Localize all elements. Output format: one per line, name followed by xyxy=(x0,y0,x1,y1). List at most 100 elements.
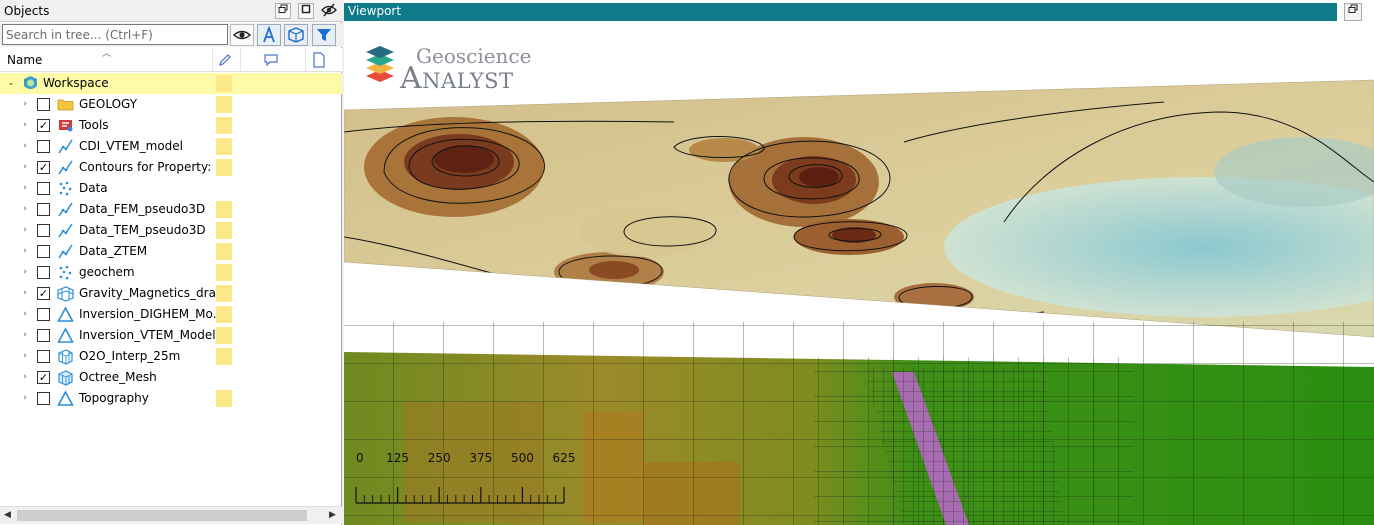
visibility-checkbox[interactable] xyxy=(37,245,50,258)
expand-chevron-icon[interactable]: › xyxy=(23,141,27,151)
expand-chevron-icon[interactable]: › xyxy=(23,204,27,214)
document-icon[interactable] xyxy=(311,52,327,68)
expand-chevron-icon[interactable]: › xyxy=(23,99,27,109)
visibility-checkbox[interactable]: ✓ xyxy=(37,161,50,174)
color-swatch[interactable] xyxy=(216,264,232,281)
viewport-panel: Viewport xyxy=(344,0,1374,525)
tree-row[interactable]: › CDI_VTEM_model xyxy=(0,136,342,157)
column-separator[interactable] xyxy=(240,48,241,72)
scale-bar-label: 625 xyxy=(553,451,576,465)
column-separator[interactable] xyxy=(212,48,213,72)
scroll-left-icon[interactable]: ◀ xyxy=(4,510,11,520)
tree-search-input[interactable] xyxy=(2,24,228,45)
type-filter-button[interactable] xyxy=(284,24,308,46)
scrollbar-thumb[interactable] xyxy=(17,510,307,521)
color-swatch[interactable] xyxy=(216,285,232,302)
surface-outline xyxy=(344,79,1374,338)
visibility-checkbox[interactable] xyxy=(37,350,50,363)
hide-panel-button[interactable] xyxy=(321,3,337,19)
tree-row[interactable]: › Data_ZTEM xyxy=(0,241,342,262)
maximize-panel-button[interactable] xyxy=(298,3,314,19)
points-icon xyxy=(57,180,74,197)
expand-chevron-icon[interactable]: › xyxy=(23,267,27,277)
scene-canvas[interactable]: 0 125 250 375 500 625 xyxy=(344,22,1374,525)
tree-row[interactable]: › Data_FEM_pseudo3D xyxy=(0,199,342,220)
object-tree: ⌄ Workspace › GEOLOGY › ✓ Tools › CDI_VTEM_model… xyxy=(0,73,342,409)
color-swatch[interactable] xyxy=(216,138,232,155)
horizontal-scrollbar[interactable]: ◀ ▶ xyxy=(0,506,342,524)
tree-row[interactable]: › Inversion_DIGHEM_Mo... xyxy=(0,304,342,325)
tree-item-label: CDI_VTEM_model xyxy=(79,139,183,153)
visibility-checkbox[interactable] xyxy=(37,98,50,111)
tree-row[interactable]: › ✓ Contours for Property: ... xyxy=(0,157,342,178)
conductor-cells xyxy=(892,372,969,525)
objects-panel: Objects xyxy=(0,0,342,525)
tree-row[interactable]: › ✓ Gravity_Magnetics_dra... xyxy=(0,283,342,304)
tree-item-label: Data_ZTEM xyxy=(79,244,148,258)
color-swatch[interactable] xyxy=(216,159,232,176)
expand-chevron-icon[interactable]: › xyxy=(23,225,27,235)
visibility-checkbox[interactable] xyxy=(37,203,50,216)
expand-chevron-icon[interactable]: › xyxy=(23,162,27,172)
visibility-checkbox[interactable] xyxy=(37,182,50,195)
color-swatch[interactable] xyxy=(216,306,232,323)
tree-row[interactable]: › geochem xyxy=(0,262,342,283)
tree-row[interactable]: › ✓ Octree_Mesh xyxy=(0,367,342,388)
visibility-filter-button[interactable] xyxy=(230,24,254,46)
comment-icon[interactable] xyxy=(263,52,279,68)
scale-bar-label: 500 xyxy=(511,451,534,465)
visibility-checkbox[interactable] xyxy=(37,329,50,342)
expand-chevron-icon[interactable]: › xyxy=(23,351,27,361)
viewport-float-button[interactable] xyxy=(1344,3,1362,21)
tree-item-label: GEOLOGY xyxy=(79,97,138,111)
name-filter-button[interactable] xyxy=(257,24,281,46)
visibility-checkbox[interactable]: ✓ xyxy=(37,371,50,384)
tree-row[interactable]: › O2O_Interp_25m xyxy=(0,346,342,367)
expand-chevron-icon[interactable]: › xyxy=(23,393,27,403)
visibility-checkbox[interactable] xyxy=(37,308,50,321)
color-swatch[interactable] xyxy=(216,96,232,113)
color-swatch[interactable] xyxy=(216,201,232,218)
visibility-checkbox[interactable] xyxy=(37,224,50,237)
column-separator[interactable] xyxy=(305,48,306,72)
curve-icon xyxy=(57,159,74,176)
tree-row[interactable]: › Data_TEM_pseudo3D xyxy=(0,220,342,241)
eye-slash-icon xyxy=(321,3,337,17)
octree-icon xyxy=(57,369,74,386)
color-swatch[interactable] xyxy=(216,348,232,365)
color-swatch[interactable] xyxy=(216,390,232,407)
scale-bar-label: 375 xyxy=(469,451,492,465)
name-column-header[interactable]: Name xyxy=(7,53,43,67)
expand-chevron-icon[interactable]: › xyxy=(23,330,27,340)
expand-chevron-icon[interactable]: › xyxy=(23,120,27,130)
color-swatch[interactable] xyxy=(216,222,232,239)
tree-row[interactable]: › GEOLOGY xyxy=(0,94,342,115)
color-swatch[interactable] xyxy=(216,327,232,344)
color-swatch[interactable] xyxy=(216,117,232,134)
tree-row[interactable]: › Data xyxy=(0,178,342,199)
visibility-checkbox[interactable] xyxy=(37,266,50,279)
pencil-icon[interactable] xyxy=(217,52,233,68)
tree-row[interactable]: ⌄ Workspace xyxy=(0,73,342,94)
tree-row[interactable]: › Topography xyxy=(0,388,342,409)
scroll-right-icon[interactable]: ▶ xyxy=(329,510,336,520)
filter-button[interactable] xyxy=(312,24,336,46)
collapse-chevron-icon[interactable]: ⌄ xyxy=(7,78,15,88)
expand-chevron-icon[interactable]: › xyxy=(23,246,27,256)
3d-scene[interactable]: 0 125 250 375 500 625 Geoscience Analyst xyxy=(344,22,1374,525)
expand-chevron-icon[interactable]: › xyxy=(23,309,27,319)
expand-chevron-icon[interactable]: › xyxy=(23,372,27,382)
expand-chevron-icon[interactable]: › xyxy=(23,288,27,298)
expand-chevron-icon[interactable]: › xyxy=(23,183,27,193)
points-icon xyxy=(57,264,74,281)
color-swatch[interactable] xyxy=(216,243,232,260)
visibility-checkbox[interactable]: ✓ xyxy=(37,119,50,132)
float-panel-button[interactable] xyxy=(275,3,291,19)
visibility-checkbox[interactable]: ✓ xyxy=(37,287,50,300)
tree-row[interactable]: › ✓ Tools xyxy=(0,115,342,136)
color-swatch[interactable] xyxy=(216,75,232,92)
funnel-icon xyxy=(317,29,331,41)
visibility-checkbox[interactable] xyxy=(37,392,50,405)
visibility-checkbox[interactable] xyxy=(37,140,50,153)
tree-row[interactable]: › Inversion_VTEM_Model xyxy=(0,325,342,346)
